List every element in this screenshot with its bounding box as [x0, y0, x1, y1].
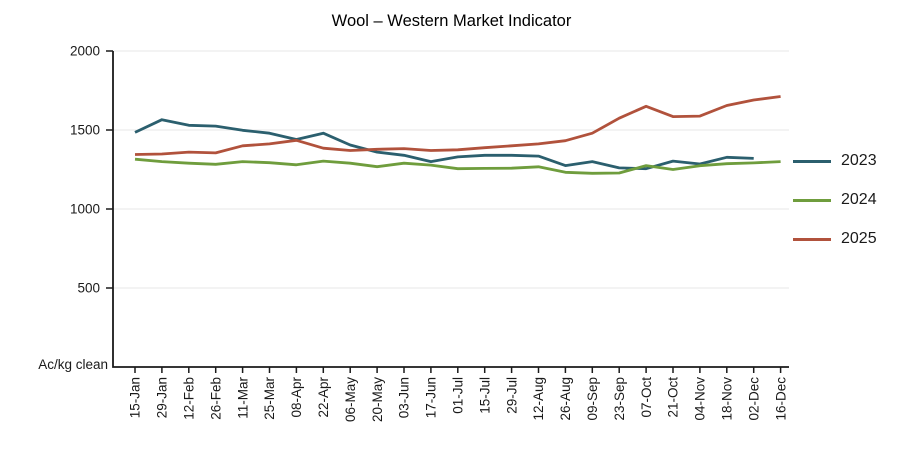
legend: 2023 2024 2025 [793, 148, 877, 252]
x-axis-tick-label: 12-Aug [531, 377, 546, 421]
x-axis-tick-label: 15-Jul [477, 377, 492, 414]
legend-label-2024: 2024 [841, 191, 877, 208]
x-axis-tick-label: 29-Jan [155, 377, 170, 418]
x-axis-tick-label: 29-Jul [504, 377, 519, 414]
legend-item-2024: 2024 [793, 187, 877, 213]
x-axis-tick-label: 15-Jan [128, 377, 143, 418]
series-line-2023 [134, 118, 754, 171]
x-axis-tick-label: 16-Dec [773, 377, 788, 421]
x-axis-tick-label: 04-Nov [693, 377, 708, 421]
x-axis-tick-label: 26-Feb [208, 377, 223, 420]
x-axis-tick-label: 18-Nov [720, 377, 735, 421]
x-axis-tick-label: 07-Oct [639, 377, 654, 418]
x-axis-tick-label: 21-Oct [666, 377, 681, 418]
x-axis-tick-label: 23-Sep [612, 377, 627, 421]
x-axis-tick-label: 11-Mar [235, 377, 250, 419]
legend-item-2023: 2023 [793, 148, 877, 174]
x-axis-tick-label: 25-Mar [262, 377, 277, 420]
x-axis-tick-label: 17-Jun [424, 377, 439, 418]
series-line-2025 [134, 95, 781, 156]
axis-spine [112, 51, 789, 368]
legend-swatch-2025-line-icon [793, 237, 831, 241]
x-axis-tick-label: 12-Feb [182, 377, 197, 420]
x-axis-tick-label: 09-Sep [585, 377, 600, 421]
legend-item-2025: 2025 [793, 226, 877, 252]
x-axis-tick-label: 20-May [370, 377, 385, 422]
y-axis-tick-label: 1500 [70, 123, 100, 138]
legend-label-2025: 2025 [841, 230, 877, 247]
y-axis-tick-label: 500 [77, 281, 100, 296]
x-axis-tick-label: 03-Jun [397, 377, 412, 418]
x-axis-tick-label: 06-May [343, 377, 358, 422]
chart-title: Wool – Western Market Indicator [331, 12, 572, 30]
x-axis-tick-label: 01-Jul [451, 377, 466, 414]
y-axis-tick-label: 1000 [70, 202, 100, 217]
x-axis-tick-label: 02-Dec [746, 377, 761, 421]
y-axis-unit-label: Ac/kg clean [38, 357, 108, 372]
x-axis-tick-label: 22-Apr [316, 377, 331, 418]
y-axis-tick-label: 2000 [70, 44, 100, 59]
series-line-2024 [134, 157, 781, 175]
legend-swatch-2024-line-icon [793, 198, 831, 202]
legend-swatch-2023-line-icon [793, 159, 831, 163]
x-axis-tick-label: 26-Aug [558, 377, 573, 421]
legend-label-2023: 2023 [841, 152, 877, 169]
x-axis-tick-label: 08-Apr [289, 377, 304, 418]
